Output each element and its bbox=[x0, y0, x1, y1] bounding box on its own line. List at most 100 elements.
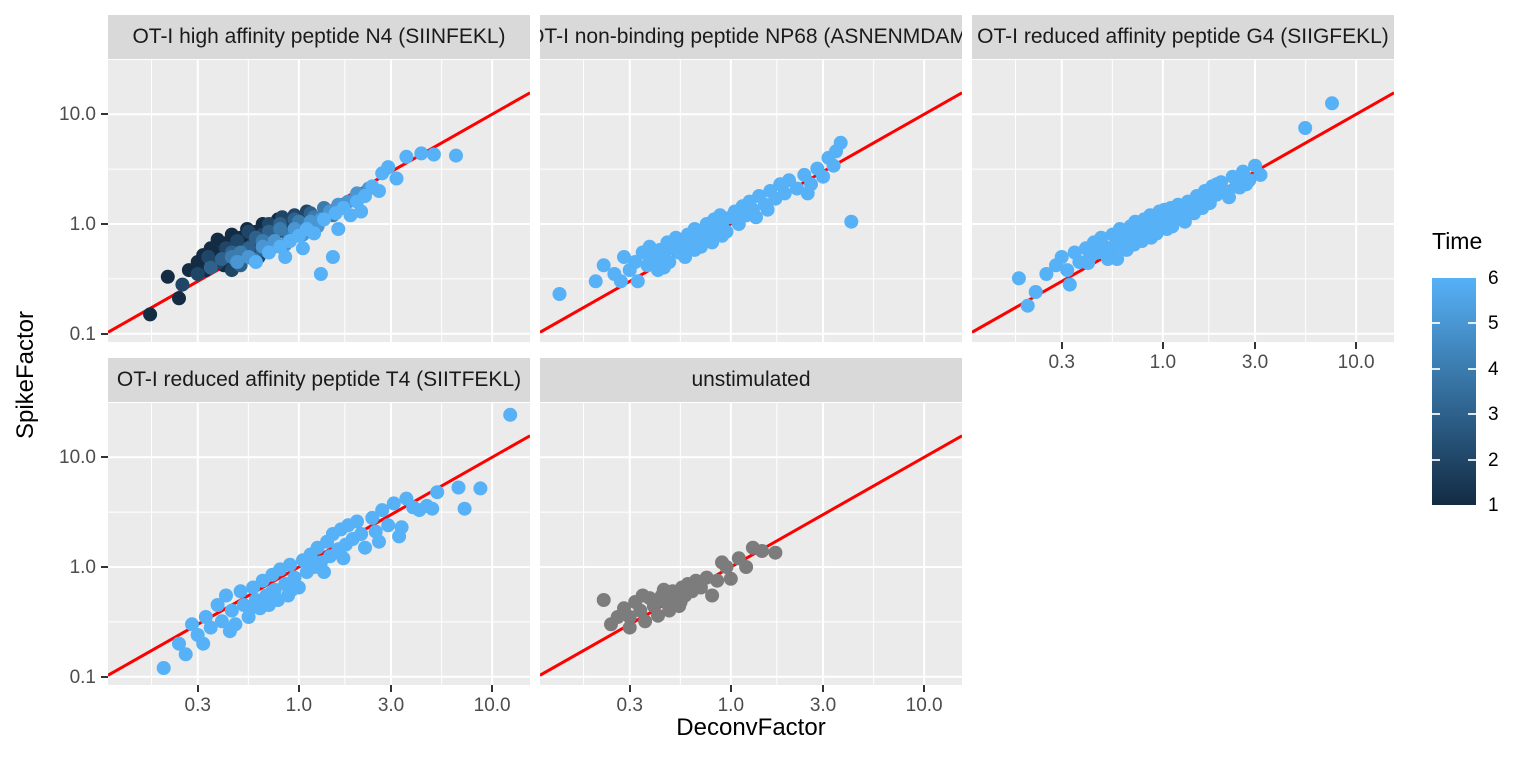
data-point bbox=[425, 501, 440, 516]
data-point bbox=[331, 222, 346, 236]
legend-tick-label: 1 bbox=[1488, 495, 1499, 516]
data-point bbox=[1110, 252, 1125, 266]
data-point bbox=[719, 224, 734, 239]
facet-strip: OT-I high affinity peptide N4 (SIINFEKL) bbox=[108, 15, 530, 59]
x-tick-label: 0.3 bbox=[1048, 352, 1075, 373]
x-tick-mark bbox=[923, 685, 926, 692]
data-point bbox=[210, 598, 225, 612]
data-point bbox=[381, 518, 396, 533]
data-point bbox=[777, 186, 792, 201]
data-point bbox=[313, 267, 328, 281]
data-point bbox=[219, 588, 233, 603]
data-point bbox=[375, 503, 390, 518]
y-tick-mark bbox=[101, 565, 108, 568]
data-point bbox=[430, 485, 445, 500]
data-point bbox=[203, 260, 218, 275]
scatter-panel bbox=[540, 59, 962, 342]
data-point bbox=[160, 269, 175, 284]
x-tick-mark bbox=[628, 685, 631, 692]
legend-tick-mark bbox=[1468, 322, 1476, 325]
data-point bbox=[739, 560, 754, 574]
data-point bbox=[613, 274, 628, 289]
data-point bbox=[1060, 263, 1075, 278]
y-tick-mark bbox=[101, 675, 108, 678]
data-point bbox=[389, 171, 404, 186]
data-point bbox=[622, 610, 637, 624]
y-tick-label: 10.0 bbox=[59, 104, 96, 126]
data-point bbox=[816, 169, 831, 184]
x-tick-mark bbox=[1254, 342, 1257, 349]
data-point bbox=[844, 214, 859, 229]
data-point bbox=[203, 620, 218, 635]
x-tick-label: 10.0 bbox=[905, 695, 943, 716]
legend-tick-mark bbox=[1432, 322, 1440, 325]
x-tick-label: 1.0 bbox=[1149, 352, 1177, 373]
data-point bbox=[1325, 96, 1339, 111]
y-tick-label: 0.1 bbox=[69, 666, 96, 688]
data-point bbox=[449, 148, 463, 163]
facet-title: OT-I non-binding peptide NP68 (ASNENMDAM… bbox=[540, 25, 962, 48]
data-point bbox=[755, 544, 769, 558]
data-point bbox=[552, 287, 567, 301]
data-point bbox=[307, 226, 322, 241]
x-tick-mark bbox=[491, 685, 494, 692]
data-point bbox=[826, 158, 841, 173]
data-point bbox=[628, 255, 643, 269]
data-point bbox=[705, 235, 720, 250]
data-point bbox=[760, 202, 775, 217]
data-point bbox=[790, 181, 804, 196]
data-point bbox=[178, 647, 193, 662]
facet-strip: OT-I reduced affinity peptide T4 (SIITFE… bbox=[108, 358, 530, 402]
data-point bbox=[230, 234, 245, 248]
data-point bbox=[1097, 239, 1112, 254]
x-tick-label: 0.3 bbox=[616, 695, 643, 716]
legend-tick-mark bbox=[1468, 458, 1476, 461]
legend-tick-mark bbox=[1468, 367, 1476, 370]
data-point bbox=[1253, 167, 1268, 182]
data-point bbox=[1242, 173, 1257, 188]
data-point bbox=[354, 204, 369, 219]
data-point bbox=[1222, 190, 1236, 205]
data-point bbox=[233, 584, 248, 599]
data-point bbox=[336, 551, 351, 566]
data-point bbox=[804, 177, 818, 192]
data-point bbox=[633, 603, 648, 618]
data-point bbox=[638, 614, 653, 629]
legend-tick-label: 3 bbox=[1488, 404, 1499, 426]
data-point bbox=[1062, 277, 1077, 292]
data-point bbox=[1039, 267, 1054, 281]
data-point bbox=[172, 291, 186, 306]
data-point bbox=[224, 603, 239, 618]
x-tick-mark bbox=[822, 685, 825, 692]
x-tick-mark bbox=[297, 685, 300, 692]
data-point bbox=[473, 481, 488, 496]
x-tick-mark bbox=[1060, 342, 1063, 349]
data-point bbox=[283, 557, 297, 572]
data-point bbox=[699, 570, 714, 585]
data-point bbox=[261, 245, 276, 260]
y-tick-mark bbox=[101, 222, 108, 225]
y-tick-mark bbox=[101, 456, 108, 459]
data-point bbox=[175, 277, 190, 292]
data-point bbox=[457, 501, 472, 516]
data-point bbox=[749, 210, 763, 225]
x-tick-label: 3.0 bbox=[1241, 352, 1269, 373]
data-point bbox=[1177, 214, 1192, 229]
facet-title: OT-I high affinity peptide N4 (SIINFEKL) bbox=[132, 25, 506, 48]
data-point bbox=[1298, 121, 1313, 135]
legend-tick-mark bbox=[1432, 413, 1440, 416]
colorbar-legend: Time 1 2 3 4 5 6 bbox=[1426, 228, 1536, 528]
data-point bbox=[214, 614, 229, 629]
y-tick-mark bbox=[101, 332, 108, 335]
data-point bbox=[325, 250, 340, 264]
data-point bbox=[228, 617, 243, 632]
x-tick-label: 1.0 bbox=[717, 695, 745, 716]
x-tick-mark bbox=[1161, 342, 1164, 349]
facet-strip: OT-I reduced affinity peptide G4 (SIIGFE… bbox=[972, 15, 1394, 59]
data-point bbox=[451, 480, 466, 495]
legend-tick-label: 6 bbox=[1488, 268, 1499, 289]
data-point bbox=[622, 620, 637, 635]
data-point bbox=[143, 307, 158, 322]
x-tick-label: 0.3 bbox=[184, 695, 211, 716]
data-point bbox=[719, 560, 734, 574]
